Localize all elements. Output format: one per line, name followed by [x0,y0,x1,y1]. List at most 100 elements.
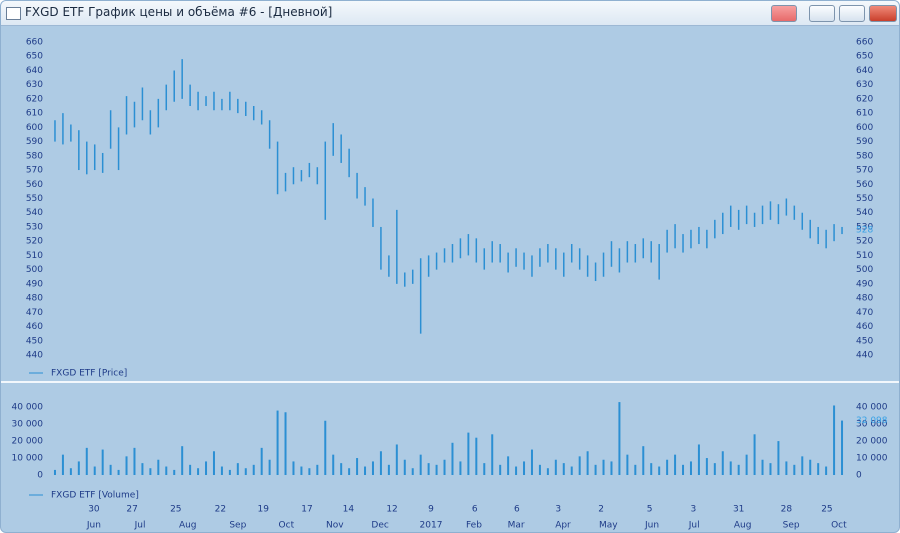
x-month-label: May [599,521,618,531]
volume-bar [101,449,104,475]
x-month-label: 2017 [420,521,443,531]
x-day-label: 5 [647,505,653,515]
volume-bar [602,459,605,475]
y-tick-label-left: 20 000 [12,437,44,447]
volume-bar [61,454,64,475]
y-tick-label-left: 530 [26,222,43,232]
y-tick-label-right: 500 [856,265,873,275]
y-tick-label-right: 640 [856,66,873,76]
volume-bar [157,459,160,475]
y-tick-label-right: 520 [856,237,873,247]
volume-bar [228,469,231,475]
y-tick-label-right: 460 [856,322,873,332]
y-tick-label-left: 600 [26,123,43,133]
y-tick-label-left: 470 [26,308,43,318]
volume-bar [713,463,716,475]
volume-bar [197,468,200,475]
close-button[interactable] [869,5,897,22]
x-day-label: 17 [301,505,312,515]
volume-bar [69,468,72,475]
link-button[interactable] [771,5,797,22]
volume-bar [491,434,494,475]
x-day-label: 31 [733,505,744,515]
volume-bar [451,442,454,475]
volume-bar [753,434,756,475]
volume-bar [642,446,645,475]
legend-label: FXGD ETF [Volume] [51,491,139,501]
volume-bar [586,451,589,475]
y-tick-label-right: 600 [856,123,873,133]
maximize-button[interactable] [839,5,865,22]
volume-bar [220,466,223,475]
window-title: FXGD ETF График цены и объёма #6 - [Днев… [25,5,333,19]
y-tick-label-left: 540 [26,208,43,218]
volume-bar [507,456,510,475]
volume-bar [419,454,422,475]
volume-bar [292,461,295,475]
volume-bar [554,459,557,475]
volume-bar [165,466,168,475]
volume-bar [769,463,772,475]
volume-bar [427,463,430,475]
volume-bar [634,464,637,475]
volume-bar [316,464,319,475]
y-tick-label-left: 30 000 [12,420,44,430]
y-tick-label-right: 650 [856,52,873,62]
y-tick-label-left: 550 [26,194,43,204]
volume-bar [443,459,446,475]
x-day-label: 12 [386,505,397,515]
volume-bar [459,461,462,475]
volume-bar [841,420,844,475]
volume-bar [523,461,526,475]
y-tick-label-left: 40 000 [12,403,44,413]
x-month-label: Sep [229,521,246,531]
volume-bar [276,410,279,475]
volume-bar [594,464,597,475]
volume-bar [189,464,192,475]
y-tick-label-left: 460 [26,322,43,332]
x-day-label: 19 [258,505,270,515]
volume-bar [546,468,549,475]
volume-bar [371,461,374,475]
y-tick-label-right: 0 [856,471,862,481]
title-bar: FXGD ETF График цены и объёма #6 - [Днев… [1,1,899,26]
volume-bar [674,454,677,475]
volume-bar [817,463,820,475]
volume-bar [109,464,112,475]
y-tick-label-right: 550 [856,194,873,204]
x-day-label: 30 [88,505,100,515]
y-tick-label-right: 40 000 [856,403,888,413]
volume-bar [483,463,486,475]
volume-bar [610,461,613,475]
y-tick-label-left: 660 [26,38,43,48]
x-day-label: 9 [428,505,434,515]
x-month-label: Sep [783,521,800,531]
volume-bar [650,463,653,475]
volume-bar [252,464,255,475]
volume-bar [332,454,335,475]
minimize-button[interactable] [809,5,835,22]
volume-bar [268,459,271,475]
y-tick-label-right: 30 000 [856,420,888,430]
x-month-label: Apr [555,521,571,531]
volume-bar [356,458,359,475]
volume-bar [761,459,764,475]
x-day-label: 3 [555,505,561,515]
volume-bar [411,468,414,475]
volume-bar [348,468,351,475]
volume-bar [515,466,518,475]
volume-bar [181,446,184,475]
volume-bar [737,464,740,475]
y-tick-label-left: 500 [26,265,43,275]
y-tick-label-left: 570 [26,166,43,176]
volume-bar [403,459,406,475]
volume-bar [300,466,303,475]
volume-bar [785,461,788,475]
volume-bar [395,444,398,475]
volume-bar [467,432,470,475]
y-tick-label-left: 440 [26,351,43,361]
volume-bar [205,461,208,475]
y-tick-label-right: 630 [856,80,873,90]
